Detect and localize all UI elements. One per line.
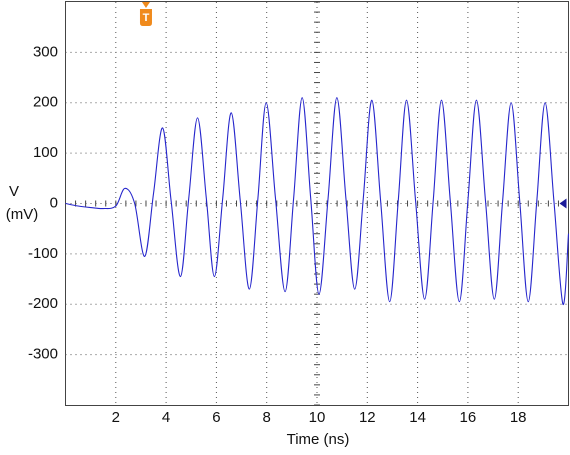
y-tick-label: -300 xyxy=(28,346,58,363)
trigger-marker xyxy=(139,9,152,26)
y-tick-label: -100 xyxy=(28,245,58,262)
y-tick-label: 100 xyxy=(33,144,58,161)
y-tick-label: 200 xyxy=(33,94,58,111)
trace-line xyxy=(65,97,570,305)
x-tick-label: 10 xyxy=(309,409,326,426)
y-tick-label: -200 xyxy=(28,295,58,312)
x-tick-label: 8 xyxy=(263,409,271,426)
x-tick-label: 16 xyxy=(460,409,477,426)
x-tick-label: 6 xyxy=(212,409,220,426)
x-tick-label: 4 xyxy=(162,409,170,426)
trigger-label: T xyxy=(143,12,150,24)
trigger-pointer xyxy=(141,2,150,8)
x-tick-label: 2 xyxy=(112,409,120,426)
y-tick-label: 0 xyxy=(50,194,58,211)
reference-marker xyxy=(559,198,567,209)
x-tick-label: 14 xyxy=(409,409,426,426)
x-tick-label: 12 xyxy=(359,409,376,426)
y-axis-title: V xyxy=(9,183,19,200)
y-tick-label: 300 xyxy=(33,43,58,60)
x-axis-title: Time (ns) xyxy=(287,431,350,448)
y-axis-title: (mV) xyxy=(6,206,39,223)
x-tick-label: 18 xyxy=(510,409,527,426)
